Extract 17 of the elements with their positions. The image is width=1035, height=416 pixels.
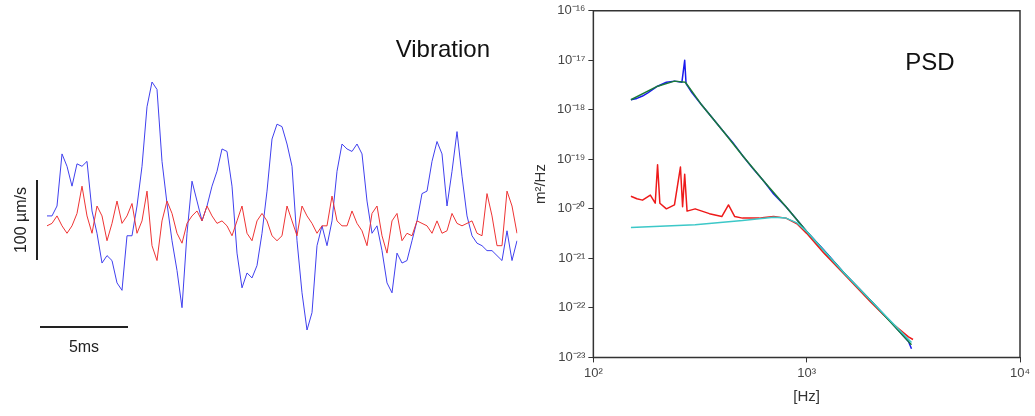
y-axis-title: m²/Hz [531, 164, 549, 205]
text: PSD [905, 48, 955, 75]
y-tick-label: 10⁻²² [558, 299, 587, 315]
x-tick-label: 10³ [797, 364, 817, 380]
x-tick-label: 10⁴ [1009, 364, 1031, 380]
y-tick-label: 10⁻²³ [558, 348, 587, 364]
y-tick-label: 10⁻¹⁹ [557, 150, 586, 166]
y-tick-label: 10⁻¹⁸ [557, 101, 586, 117]
text: 100 µm/s [12, 186, 30, 254]
text: 5ms [68, 338, 100, 356]
y-tick-label: 10⁻¹⁷ [557, 51, 586, 67]
y-tick-label: 10⁻¹⁶ [557, 2, 586, 18]
chart-title: Vibration [395, 35, 490, 62]
y-tick-label: 10⁻²⁰ [557, 200, 586, 216]
x-axis-title: [Hz] [793, 387, 821, 405]
y-tick-label: 10⁻²¹ [558, 249, 587, 265]
x-tick-label: 10² [583, 364, 604, 380]
